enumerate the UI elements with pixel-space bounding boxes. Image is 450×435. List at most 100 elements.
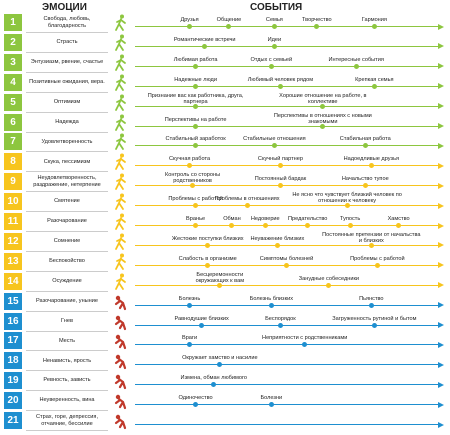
event-label: Стабильный заработок bbox=[165, 136, 226, 143]
event-label: Гармония bbox=[361, 17, 387, 23]
event-marker bbox=[211, 382, 217, 388]
emotion-row: 3 Энтузиазм, рвение, счастье Любимая работ… bbox=[0, 53, 450, 73]
crouching-figure-icon bbox=[110, 412, 132, 430]
event-label: Загруженность рутиной и бытом bbox=[332, 315, 417, 322]
emotion-row: 18 Ненависть, ярость Окружает хамство и на… bbox=[0, 351, 450, 372]
event-label: Проблемы в отношениях bbox=[214, 196, 280, 203]
event-label: Враги bbox=[181, 335, 198, 342]
emotion-label: Разочарование, уныние bbox=[26, 292, 108, 312]
event-marker bbox=[187, 24, 193, 29]
event-marker bbox=[244, 203, 250, 209]
emotion-label: Удовлетворенность bbox=[26, 132, 108, 153]
walking-figure-icon bbox=[110, 114, 132, 132]
timeline-arrow bbox=[438, 23, 444, 30]
emotion-label: Скука, пессимизм bbox=[26, 152, 108, 173]
timeline-arrow bbox=[438, 242, 444, 249]
timeline-arrow bbox=[438, 322, 444, 328]
event-marker bbox=[353, 63, 359, 69]
event-label: Жестокие поступки близких bbox=[171, 235, 244, 242]
event-label: Одиночество bbox=[178, 395, 213, 402]
timeline-line bbox=[135, 364, 438, 366]
event-marker bbox=[202, 43, 208, 49]
event-label: Недоверие bbox=[250, 216, 280, 222]
event-marker bbox=[320, 103, 326, 109]
timeline-line bbox=[135, 324, 438, 326]
timeline-arrow bbox=[438, 282, 444, 289]
row-number: 17 bbox=[4, 332, 22, 350]
event-label: Тупость bbox=[339, 216, 361, 222]
event-label: Проблемы с работой bbox=[168, 196, 223, 203]
event-marker bbox=[193, 83, 199, 89]
event-label: Бесцеремонности окружающих к вам bbox=[195, 271, 245, 284]
row-number: 12 bbox=[4, 232, 22, 250]
timeline-arrow bbox=[438, 222, 444, 229]
event-label: Занудные собеседники bbox=[298, 275, 360, 282]
emotion-row: 13 Беспокойство Слабость в организме Симпто… bbox=[0, 252, 450, 272]
row-number: 14 bbox=[4, 272, 22, 290]
emotion-label: Месть bbox=[26, 331, 108, 352]
event-marker bbox=[368, 163, 374, 169]
crouching-figure-icon bbox=[110, 293, 132, 311]
timeline-line bbox=[135, 165, 438, 167]
walking-figure-icon bbox=[110, 133, 132, 151]
emotion-label: Гнев bbox=[26, 312, 108, 332]
event-marker bbox=[271, 43, 277, 49]
emotion-row: 20 Неуверенность, вина Одиночество Болезни bbox=[0, 391, 450, 412]
event-label: Перспективы в отношениях с новыми знаком… bbox=[273, 112, 372, 125]
timeline-line bbox=[135, 185, 438, 187]
crouching-figure-icon bbox=[110, 313, 132, 331]
timeline-arrow bbox=[438, 83, 444, 90]
event-marker bbox=[277, 183, 283, 189]
event-marker bbox=[368, 302, 374, 308]
walking-figure-icon bbox=[110, 213, 132, 231]
timeline-arrow bbox=[438, 381, 444, 388]
event-marker bbox=[274, 242, 280, 248]
event-label: Любимая работа bbox=[173, 56, 218, 63]
timeline-line bbox=[135, 85, 438, 87]
emotion-label: Ненависть, ярость bbox=[26, 351, 108, 372]
timeline-line bbox=[135, 65, 438, 67]
walking-figure-icon bbox=[110, 74, 132, 92]
walking-figure-icon bbox=[110, 34, 132, 52]
event-label: Беспорядок bbox=[265, 315, 296, 322]
row-number: 6 bbox=[4, 113, 22, 131]
walking-figure-icon bbox=[110, 14, 132, 32]
event-label: Предательство bbox=[288, 216, 328, 222]
event-marker bbox=[193, 203, 199, 209]
emotion-row: 4 Позитивные ожидания, вера. Надежные люди… bbox=[0, 73, 450, 93]
timeline-arrow bbox=[438, 262, 444, 269]
timeline-line bbox=[135, 424, 438, 425]
event-label: Стабильная работа bbox=[339, 136, 391, 143]
event-label: Равнодушие близких bbox=[174, 315, 229, 322]
timeline-line bbox=[135, 225, 438, 226]
row-number: 5 bbox=[4, 93, 22, 111]
event-marker bbox=[193, 103, 199, 109]
event-label: Болезнь bbox=[178, 295, 201, 302]
walking-figure-icon bbox=[110, 54, 132, 72]
emotion-row: 2 Страсть Романтические встречи Идеи bbox=[0, 33, 450, 53]
event-marker bbox=[362, 183, 368, 189]
row-number: 19 bbox=[4, 372, 22, 390]
row-number: 8 bbox=[4, 153, 22, 171]
emotion-label: Оптимизм bbox=[26, 93, 108, 113]
event-marker bbox=[262, 223, 268, 228]
emotion-row: 14 Осуждение Бесцеремонности окружающих к … bbox=[0, 272, 450, 292]
event-marker bbox=[193, 123, 199, 129]
event-label: Стабильные отношения bbox=[243, 136, 306, 143]
timeline-line bbox=[135, 26, 438, 27]
event-marker bbox=[284, 262, 289, 268]
emotion-label: Ревность, зависть bbox=[26, 371, 108, 392]
timeline-arrow bbox=[438, 302, 444, 309]
timeline-line bbox=[135, 344, 438, 346]
timeline-arrow bbox=[438, 103, 444, 110]
event-marker bbox=[320, 123, 326, 129]
timeline-line bbox=[135, 125, 438, 127]
event-label: Хорошие отношение на работе, в коллектив… bbox=[279, 92, 367, 105]
event-marker bbox=[344, 203, 350, 209]
event-marker bbox=[268, 302, 274, 308]
event-marker bbox=[205, 242, 211, 248]
row-number: 15 bbox=[4, 292, 22, 310]
emotion-row: 17 Месть Враги Неприятности с родственникам… bbox=[0, 331, 450, 352]
emotion-label: Позитивные ожидания, вера. bbox=[26, 73, 108, 93]
event-label: Слабость в организме bbox=[178, 255, 237, 262]
